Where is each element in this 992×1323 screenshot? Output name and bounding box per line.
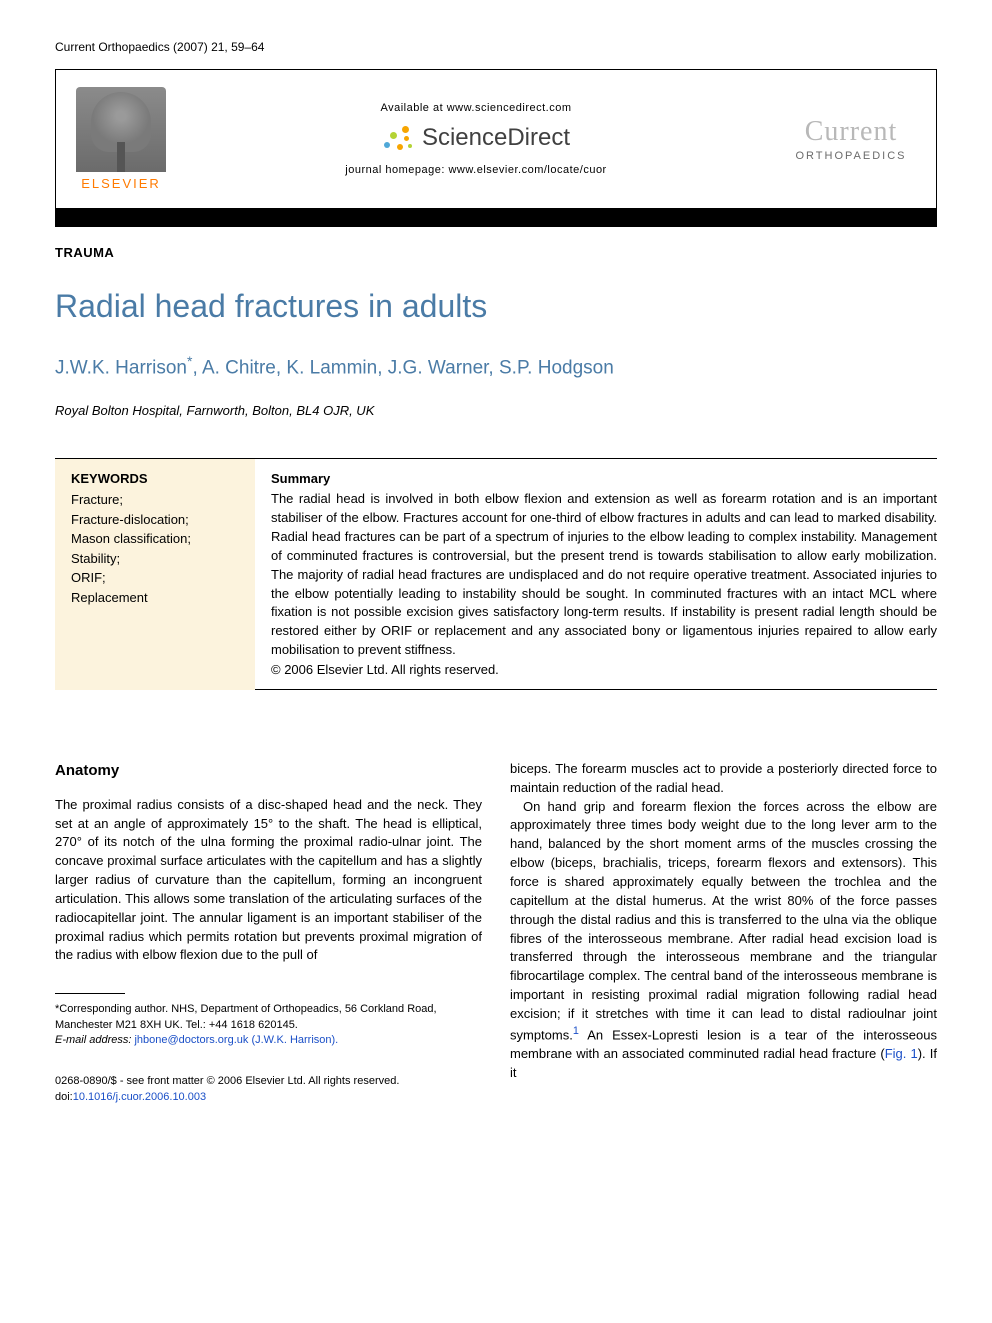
email-label: E-mail address: (55, 1034, 131, 1046)
sciencedirect-logo: ScienceDirect (382, 124, 570, 152)
figure-1-link[interactable]: Fig. 1 (885, 1046, 918, 1061)
keywords-column: KEYWORDS Fracture;Fracture-dislocation;M… (55, 458, 255, 690)
anatomy-para-1: The proximal radius consists of a disc-s… (55, 796, 482, 966)
journal-homepage: journal homepage: www.elsevier.com/locat… (345, 164, 606, 176)
abstract-section: KEYWORDS Fracture;Fracture-dislocation;M… (55, 458, 937, 690)
summary-heading: Summary (271, 471, 937, 486)
elsevier-logo-block: ELSEVIER (56, 70, 186, 208)
journal-name-orthopaedics: ORTHOPAEDICS (796, 150, 907, 162)
divider-bar (55, 209, 937, 227)
footnote-divider (55, 993, 125, 994)
summary-text: The radial head is involved in both elbo… (271, 490, 937, 660)
body-columns: Anatomy The proximal radius consists of … (55, 760, 937, 1105)
left-column: Anatomy The proximal radius consists of … (55, 760, 482, 1105)
available-text: Available at www.sciencedirect.com (380, 102, 571, 114)
doi-prefix: doi: (55, 1091, 73, 1103)
affiliation: Royal Bolton Hospital, Farnworth, Bolton… (55, 403, 937, 418)
elsevier-label: ELSEVIER (81, 176, 161, 191)
sciencedirect-text: ScienceDirect (422, 124, 570, 152)
publisher-header-box: ELSEVIER Available at www.sciencedirect.… (55, 69, 937, 209)
article-title: Radial head fractures in adults (55, 288, 937, 325)
issn-copyright-line: 0268-0890/$ - see front matter © 2006 El… (55, 1074, 482, 1089)
right-para-2a: On hand grip and forearm flexion the for… (510, 799, 937, 1042)
keywords-heading: KEYWORDS (71, 471, 239, 486)
section-label: TRAUMA (55, 245, 937, 260)
summary-copyright: © 2006 Elsevier Ltd. All rights reserved… (271, 662, 937, 677)
footnote-correspondence: *Corresponding author. NHS, Department o… (55, 1002, 482, 1033)
email-link[interactable]: jhbone@doctors.org.uk (J.W.K. Harrison). (134, 1034, 338, 1046)
right-para-1: biceps. The forearm muscles act to provi… (510, 760, 937, 798)
sciencedirect-dots-icon (382, 124, 414, 152)
journal-name-current: Current (805, 116, 898, 148)
footnote-email-line: E-mail address: jhbone@doctors.org.uk (J… (55, 1033, 482, 1048)
journal-logo-block: Current ORTHOPAEDICS (766, 70, 936, 208)
authors: J.W.K. Harrison*, A. Chitre, K. Lammin, … (55, 353, 937, 379)
elsevier-tree-icon (76, 87, 166, 172)
front-matter-info: 0268-0890/$ - see front matter © 2006 El… (55, 1074, 482, 1105)
right-column: biceps. The forearm muscles act to provi… (510, 760, 937, 1105)
journal-reference: Current Orthopaedics (2007) 21, 59–64 (55, 40, 937, 54)
sciencedirect-block: Available at www.sciencedirect.com Scien… (186, 70, 766, 208)
doi-line: doi:10.1016/j.cuor.2006.10.003 (55, 1090, 482, 1105)
corresponding-author-footnote: *Corresponding author. NHS, Department o… (55, 1002, 482, 1048)
anatomy-heading: Anatomy (55, 760, 482, 782)
doi-link[interactable]: 10.1016/j.cuor.2006.10.003 (73, 1091, 206, 1103)
right-para-2: On hand grip and forearm flexion the for… (510, 798, 937, 1083)
summary-column: Summary The radial head is involved in b… (255, 458, 937, 690)
keywords-list: Fracture;Fracture-dislocation;Mason clas… (71, 490, 239, 607)
